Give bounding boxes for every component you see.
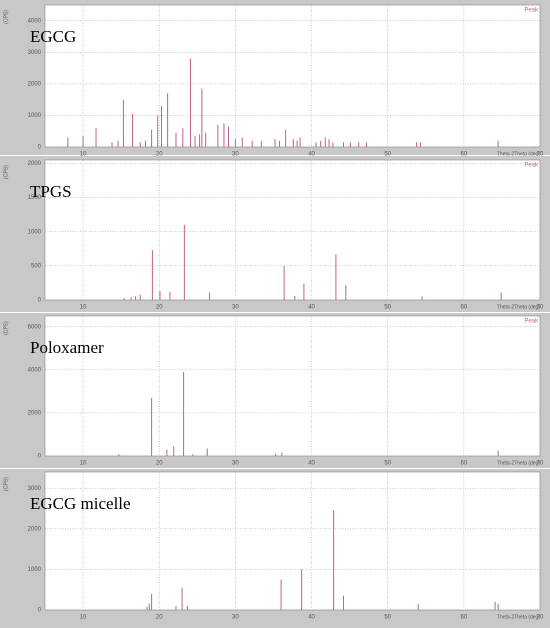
x-tick-label: 70 (537, 461, 544, 467)
chart-title: EGCG (30, 27, 76, 46)
x-tick-label: 60 (461, 461, 468, 467)
y-tick-label: 4000 (28, 367, 42, 373)
x-tick-label: 50 (384, 615, 391, 621)
x-tick-label: 70 (537, 615, 544, 621)
x-tick-label: 30 (232, 615, 239, 621)
x-tick-label: 70 (537, 305, 544, 311)
x-tick-label: 40 (308, 461, 315, 467)
x-tick-label: 40 (308, 152, 315, 158)
x-tick-label: 20 (156, 305, 163, 311)
plot-area (44, 159, 541, 301)
x-tick-label: 30 (232, 461, 239, 467)
y-tick-label: 1000 (28, 567, 42, 573)
x-tick-label: 20 (156, 152, 163, 158)
y-tick-label: 500 (31, 263, 42, 269)
plot-area (44, 4, 541, 148)
x-tick-label: 10 (80, 615, 87, 621)
x-axis-label: Theta-2Theta (deg) (497, 151, 540, 157)
x-tick-label: 60 (461, 305, 468, 311)
x-tick-label: 50 (384, 152, 391, 158)
y-tick-label: 3000 (28, 50, 42, 56)
y-tick-label: 2000 (28, 526, 42, 532)
x-tick-label: 50 (384, 305, 391, 311)
x-axis-label: Theta-2Theta (deg) (497, 614, 540, 620)
x-tick-label: 30 (232, 305, 239, 311)
y-axis-label: (CPS) (3, 321, 9, 335)
chart-title: EGCG micelle (30, 494, 131, 513)
y-axis-label: (CPS) (3, 477, 9, 491)
x-tick-label: 20 (156, 461, 163, 467)
y-tick-label: 0 (38, 608, 42, 614)
y-tick-label: 1000 (28, 229, 42, 235)
y-tick-label: 2000 (28, 161, 42, 167)
y-axis-label: (CPS) (3, 10, 9, 24)
x-tick-label: 60 (461, 152, 468, 158)
chart-title: TPGS (30, 182, 72, 201)
x-tick-label: 40 (308, 615, 315, 621)
y-tick-label: 2000 (28, 81, 42, 87)
plot-area (44, 315, 541, 457)
x-tick-label: 10 (80, 305, 87, 311)
y-tick-label: 1500 (28, 195, 42, 201)
y-tick-label: 6000 (28, 324, 42, 330)
x-tick-label: 10 (80, 152, 87, 158)
legend-label: Peak (524, 8, 539, 14)
y-tick-label: 0 (38, 454, 42, 460)
y-axis-label: (CPS) (3, 165, 9, 179)
x-tick-label: 70 (537, 152, 544, 158)
legend-label: Peak (524, 319, 539, 325)
chart-title: Poloxamer (30, 338, 104, 357)
x-axis-label: Theta-2Theta (deg) (497, 460, 540, 466)
x-tick-label: 50 (384, 461, 391, 467)
y-tick-label: 0 (38, 145, 42, 151)
y-tick-label: 0 (38, 298, 42, 304)
y-tick-label: 4000 (28, 18, 42, 24)
x-tick-label: 30 (232, 152, 239, 158)
x-tick-label: 20 (156, 615, 163, 621)
x-tick-label: 40 (308, 305, 315, 311)
y-tick-label: 2000 (28, 411, 42, 417)
x-axis-label: Theta-2Theta (deg) (497, 304, 540, 310)
legend-label: Peak (524, 163, 539, 169)
plot-area (44, 471, 541, 611)
x-tick-label: 10 (80, 461, 87, 467)
x-tick-label: 60 (461, 615, 468, 621)
y-tick-label: 1000 (28, 113, 42, 119)
y-tick-label: 3000 (28, 486, 42, 492)
